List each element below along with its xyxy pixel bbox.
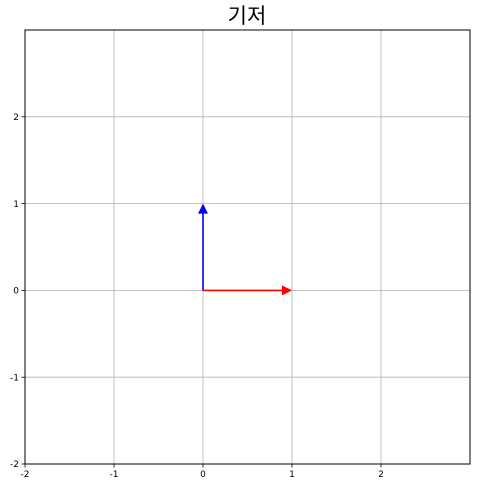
plot-frame (24, 29, 471, 465)
vector-head (282, 285, 292, 296)
x-tick-label: 2 (378, 470, 384, 480)
x-tick-label: 0 (200, 470, 206, 480)
vector-arrow-1 (198, 203, 208, 291)
chart-title: 기저 (228, 4, 267, 28)
x-axis-ticks: -2 -1 0 1 2 (21, 464, 384, 480)
y-tick-label: 0 (13, 287, 19, 297)
x-tick-label: 1 (289, 470, 295, 480)
x-tick-label: -2 (21, 470, 30, 480)
y-tick-label: 2 (13, 113, 19, 123)
y-tick-label: -1 (10, 373, 19, 383)
grid (24, 30, 470, 465)
vector-arrow-0 (203, 285, 292, 296)
y-tick-label: -2 (10, 460, 19, 470)
x-tick-label: -1 (110, 470, 119, 480)
y-tick-label: 1 (13, 200, 19, 210)
vector-head (198, 203, 208, 214)
y-axis-ticks: -2 -1 0 1 2 (10, 113, 25, 470)
vectors (198, 203, 292, 296)
